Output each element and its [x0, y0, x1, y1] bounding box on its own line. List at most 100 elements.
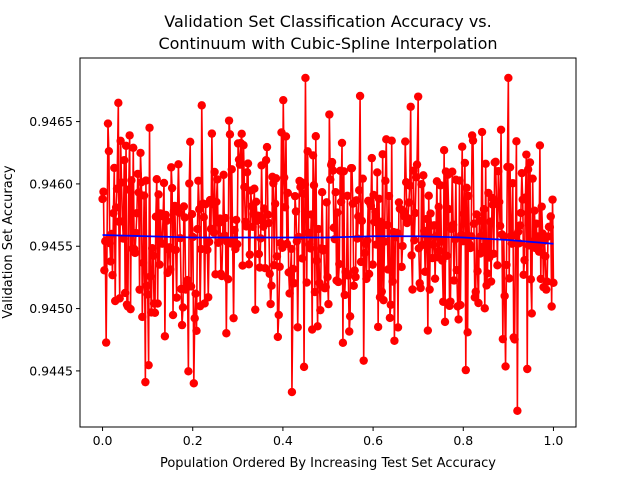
accuracy-point	[505, 163, 515, 172]
accuracy-point	[240, 182, 249, 192]
accuracy-point	[537, 202, 546, 211]
accuracy-point	[413, 92, 423, 101]
accuracy-point	[283, 188, 292, 198]
accuracy-point	[463, 328, 472, 337]
accuracy-point	[344, 271, 353, 280]
accuracy-point	[526, 275, 536, 284]
accuracy-point	[144, 360, 153, 370]
accuracy-point	[343, 191, 352, 201]
accuracy-point	[354, 186, 364, 195]
accuracy-point	[532, 219, 541, 228]
accuracy-point	[495, 197, 504, 207]
accuracy-point	[166, 265, 175, 274]
accuracy-point	[353, 234, 362, 243]
accuracy-point	[458, 237, 468, 246]
accuracy-point	[489, 249, 499, 258]
accuracy-point	[214, 238, 223, 247]
accuracy-point	[108, 270, 117, 280]
accuracy-point	[139, 191, 149, 200]
accuracy-point	[162, 216, 171, 226]
accuracy-point	[411, 173, 421, 182]
accuracy-point	[381, 176, 390, 186]
accuracy-point	[199, 213, 208, 222]
accuracy-point	[264, 218, 274, 228]
accuracy-point	[304, 228, 313, 238]
y-axis: 0.9445 0.9450 0.9455 0.9460 0.9465	[29, 114, 80, 378]
accuracy-point	[478, 242, 488, 252]
accuracy-point	[333, 208, 342, 217]
accuracy-point	[394, 198, 404, 207]
accuracy-point	[104, 146, 114, 156]
accuracy-point	[481, 159, 490, 168]
accuracy-point	[256, 234, 265, 243]
accuracy-point	[244, 260, 254, 269]
accuracy-point	[139, 258, 148, 268]
accuracy-point	[363, 236, 372, 245]
accuracy-point	[398, 241, 407, 251]
accuracy-point	[373, 322, 383, 332]
accuracy-point	[480, 304, 489, 313]
accuracy-point	[125, 131, 134, 140]
accuracy-point	[461, 365, 470, 375]
accuracy-point	[376, 217, 386, 227]
accuracy-point	[347, 163, 357, 173]
accuracy-point	[330, 234, 339, 244]
accuracy-point	[186, 137, 195, 147]
accuracy-point	[172, 293, 181, 302]
y-tick-label: 0.9465	[29, 114, 73, 129]
accuracy-point	[217, 271, 227, 281]
accuracy-point	[547, 302, 556, 311]
accuracy-point	[209, 228, 218, 237]
x-tick-label: 0.4	[273, 433, 293, 448]
x-tick-label: 1.0	[544, 433, 564, 448]
accuracy-point	[197, 101, 206, 110]
accuracy-point	[459, 209, 469, 219]
accuracy-point	[491, 157, 500, 167]
y-tick-label: 0.9450	[29, 301, 73, 316]
accuracy-point	[250, 184, 259, 193]
accuracy-point	[329, 223, 339, 232]
accuracy-point	[230, 225, 239, 235]
accuracy-point	[421, 230, 431, 240]
accuracy-point	[117, 178, 126, 187]
accuracy-point	[390, 336, 399, 345]
accuracy-point	[339, 167, 349, 176]
accuracy-point	[251, 305, 260, 314]
accuracy-point	[435, 246, 444, 255]
accuracy-point	[401, 137, 410, 146]
accuracy-point	[449, 276, 459, 285]
accuracy-point	[424, 191, 433, 200]
accuracy-point	[265, 269, 274, 279]
accuracy-point	[155, 260, 164, 269]
accuracy-point	[213, 175, 222, 184]
accuracy-point	[192, 326, 201, 336]
accuracy-point	[133, 169, 142, 179]
accuracy-point	[120, 288, 130, 298]
accuracy-point	[419, 171, 428, 180]
accuracy-point	[281, 132, 291, 141]
accuracy-point	[232, 239, 242, 249]
accuracy-point	[423, 326, 433, 335]
accuracy-point	[455, 176, 464, 185]
accuracy-point	[493, 261, 502, 270]
accuracy-point	[345, 312, 355, 321]
accuracy-point	[387, 136, 396, 145]
accuracy-point	[148, 244, 157, 253]
accuracy-point	[406, 102, 415, 111]
accuracy-point	[261, 156, 271, 165]
accuracy-point	[183, 275, 192, 285]
chart-title-line2: Continuum with Cubic-Spline Interpolatio…	[158, 34, 497, 53]
accuracy-point	[300, 180, 310, 189]
accuracy-point	[420, 267, 430, 276]
accuracy-point	[418, 240, 427, 250]
accuracy-point	[429, 221, 439, 230]
accuracy-point	[299, 362, 309, 372]
accuracy-point	[468, 136, 478, 145]
accuracy-point	[242, 222, 251, 231]
accuracy-point	[411, 208, 420, 218]
accuracy-point	[504, 73, 513, 83]
accuracy-point	[474, 298, 483, 308]
accuracy-point	[238, 261, 247, 270]
accuracy-point	[340, 290, 349, 300]
accuracy-point	[138, 312, 147, 322]
